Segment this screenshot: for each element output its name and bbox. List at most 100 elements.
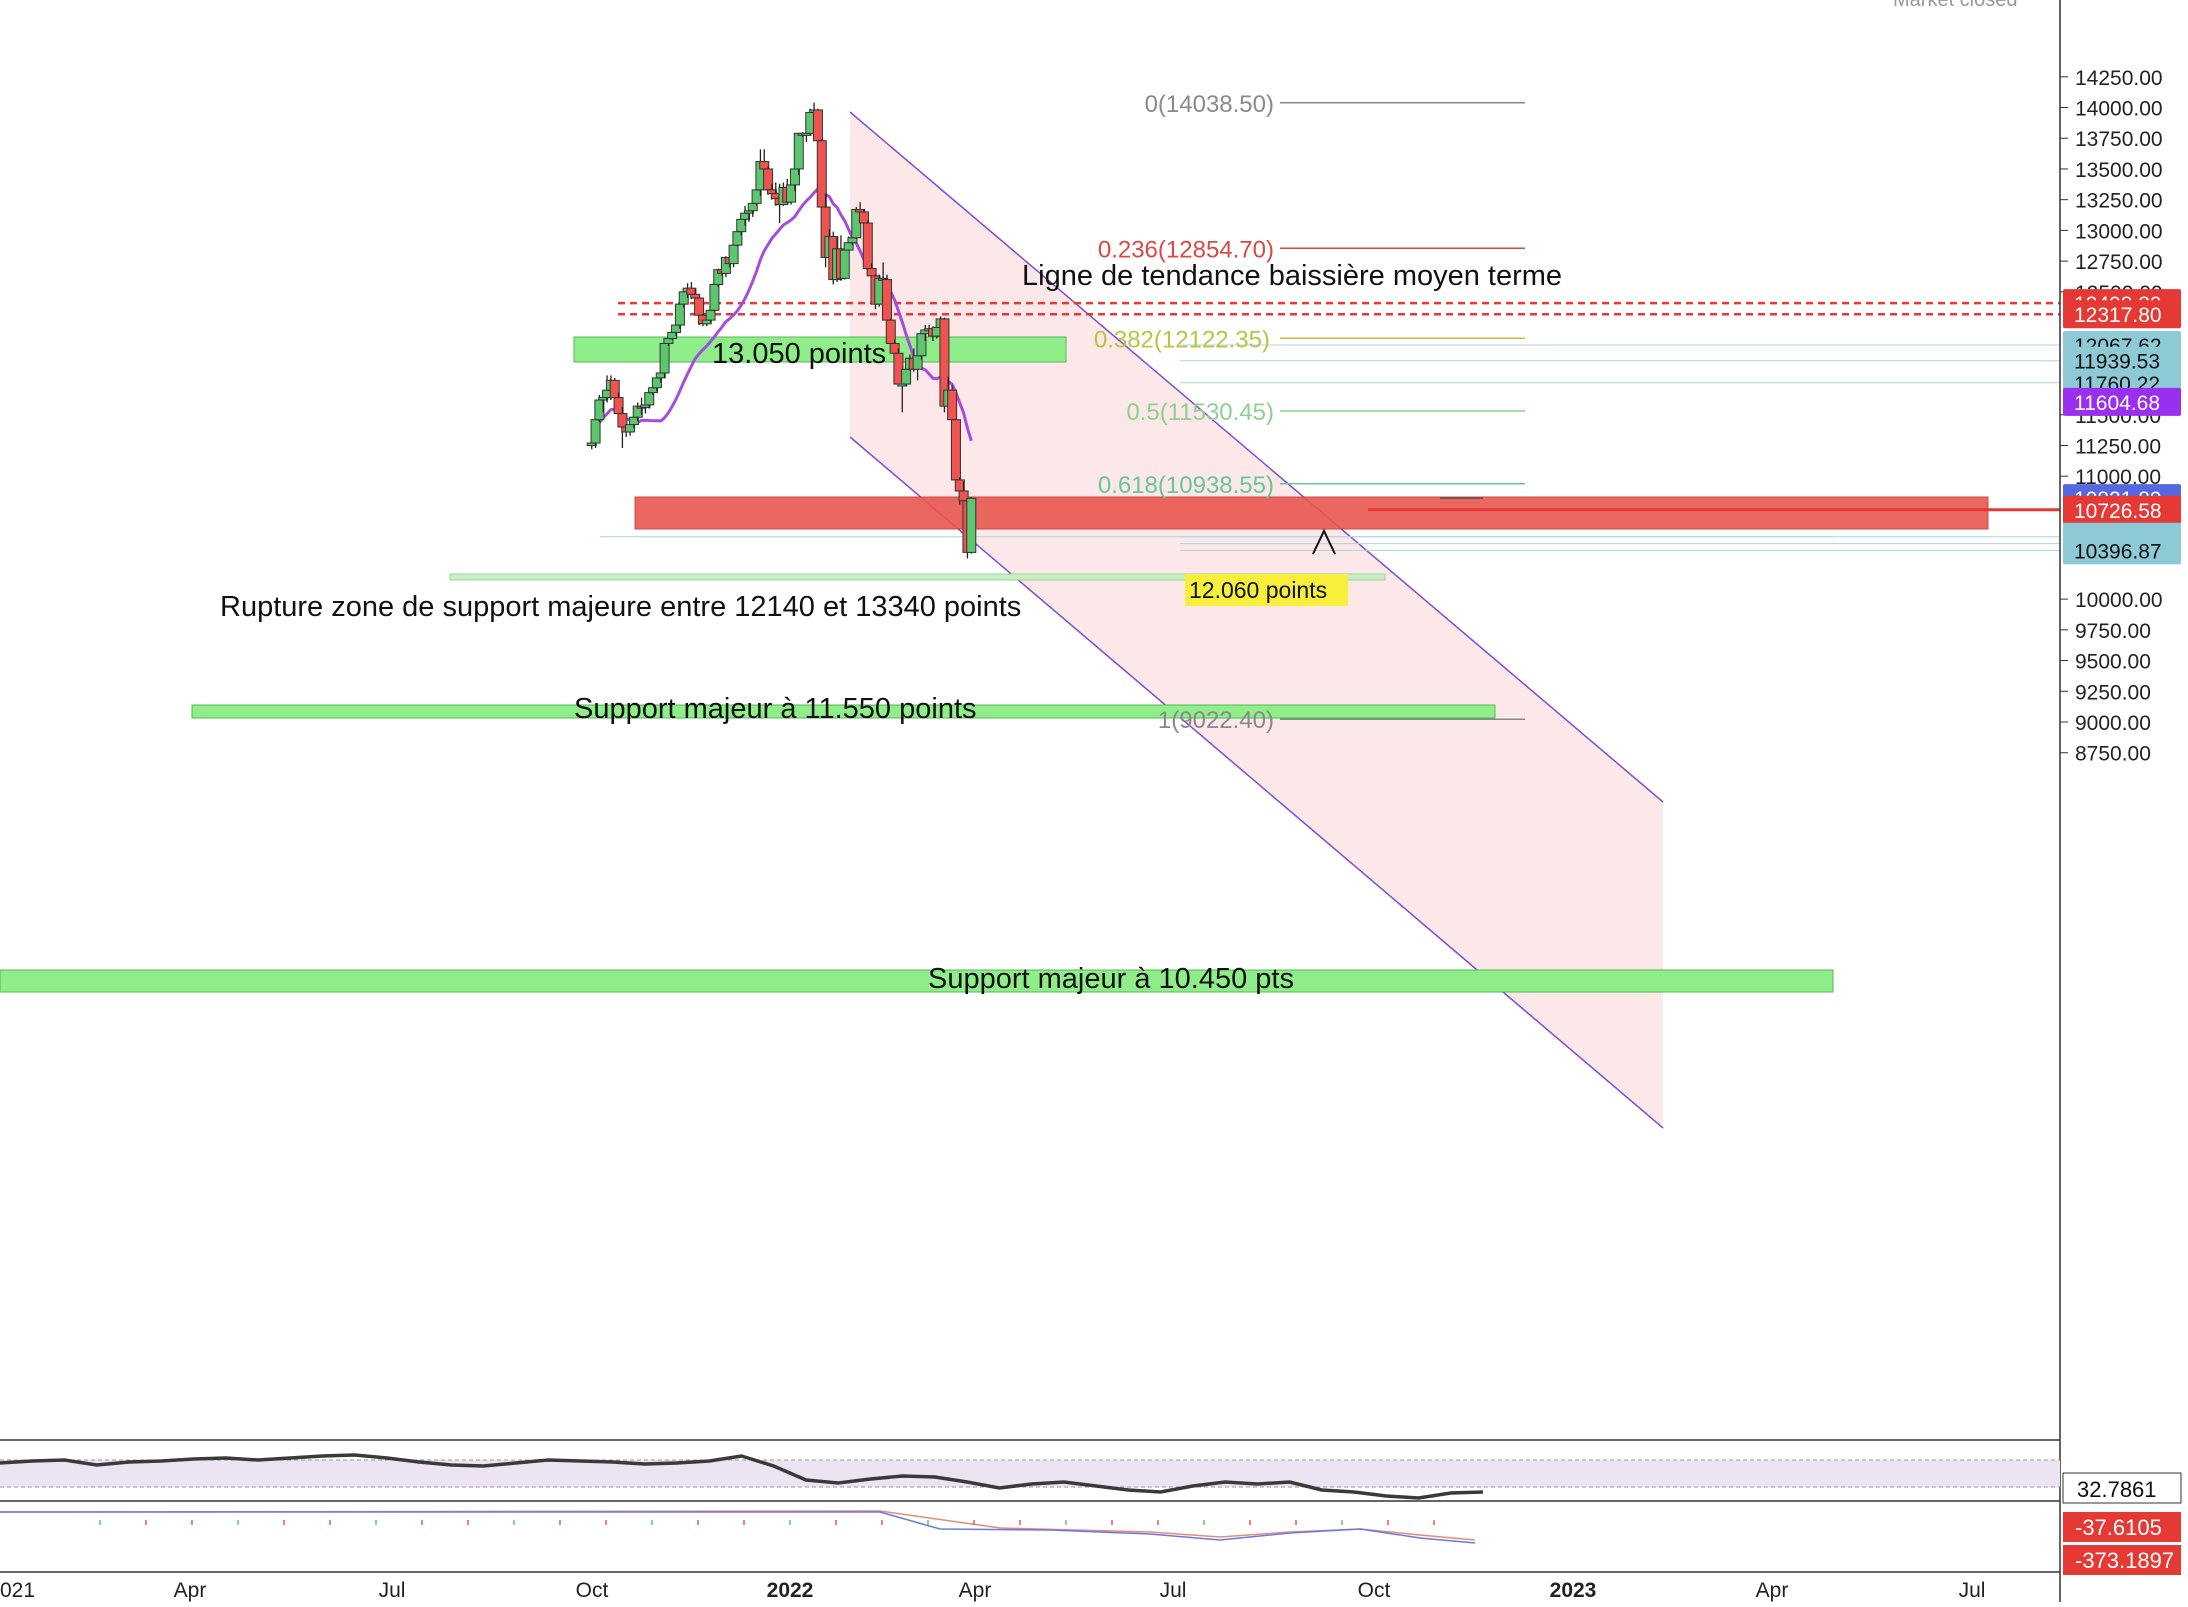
time-axis-label: Apr	[174, 1579, 207, 1602]
price-tick-label: 14250.00	[2075, 67, 2163, 90]
annotation-rupture: Rupture zone de support majeure entre 12…	[220, 591, 1021, 623]
macd-badge-2-text: -373.1897	[2075, 1548, 2174, 1573]
price-badge-bg	[2063, 495, 2181, 524]
zone-12060	[449, 573, 1386, 581]
rsi-line	[0, 1453, 1484, 1500]
zones-layer	[0, 301, 2060, 993]
macd-line	[0, 1511, 1476, 1544]
annotation-12060: 12.060 points	[1189, 577, 1327, 603]
candle-body	[751, 189, 762, 204]
time-axis-label: 021	[0, 1579, 35, 1602]
time-axis-label: Jul	[1959, 1579, 1986, 1602]
fib-label-3: 0.5(11530.45)	[1126, 399, 1274, 426]
price-tick-label: 13250.00	[2075, 190, 2163, 213]
price-tick-label: 13750.00	[2075, 128, 2163, 151]
fib-label-1: 0.236(12854.70)	[1098, 236, 1274, 263]
price-tick-label: 9000.00	[2075, 712, 2151, 735]
candle-body	[690, 293, 701, 299]
candle-body	[663, 338, 674, 344]
price-tick-label: 9500.00	[2075, 651, 2151, 674]
time-axis-label: Jul	[379, 1579, 406, 1602]
fib-label-0: 0(14038.50)	[1145, 91, 1274, 118]
time-axis-label: 2023	[1550, 1579, 1597, 1602]
candle-body	[590, 419, 601, 444]
zone-11550	[191, 704, 1496, 719]
price-tick-label: 9250.00	[2075, 681, 2151, 704]
price-badge-label: 11939.53	[2074, 351, 2160, 374]
fib-label-2: 0.382(12122.35)	[1094, 326, 1270, 353]
downtrend-channel-fill	[850, 112, 1663, 1128]
candle-body	[966, 497, 977, 553]
candle-body	[648, 387, 659, 394]
candle-body	[812, 109, 823, 142]
candle-body	[759, 161, 770, 170]
candle-body	[858, 211, 869, 224]
time-axis-label: Oct	[576, 1579, 609, 1602]
annotation-support-10450: Support majeur à 10.450 pts	[928, 963, 1294, 995]
rsi-badge-bg	[2062, 1472, 2182, 1504]
candle-body	[816, 140, 827, 208]
candle-body	[766, 189, 777, 195]
price-tick-label: 13000.00	[2075, 220, 2163, 243]
macd-badge-2-bg	[2063, 1545, 2181, 1575]
candle-body	[701, 319, 712, 325]
candle-body	[694, 297, 705, 316]
candle-body	[659, 342, 670, 374]
candle-body	[613, 397, 624, 415]
candle-body	[651, 377, 662, 389]
zone-13050	[573, 336, 1067, 363]
candle-body	[901, 368, 912, 385]
price-badge-bg	[2063, 346, 2181, 375]
price-tick-label: 10000.00	[2075, 589, 2163, 612]
candles-layer	[586, 102, 1336, 559]
moving-average-line	[590, 187, 973, 444]
candle-body	[954, 479, 965, 492]
candle-body	[732, 231, 743, 246]
candle-body	[628, 416, 639, 426]
candle-body	[847, 237, 858, 244]
price-badge-label: 11604.68	[2074, 392, 2160, 415]
candle-body	[786, 184, 797, 203]
zone-10450	[0, 969, 1834, 993]
price-axis-bg	[2060, 0, 2188, 1602]
channel-upper-line	[849, 111, 1664, 803]
fib-label-5: 1(9022.40)	[1158, 707, 1274, 734]
candle-body	[667, 331, 678, 340]
time-axis-label: Apr	[1756, 1579, 1789, 1602]
fib-label-4: 0.618(10938.55)	[1098, 472, 1274, 499]
price-tick-label: 14000.00	[2075, 98, 2163, 121]
candle-body	[655, 372, 666, 379]
arrow-marker	[1312, 528, 1336, 555]
candle-body	[947, 389, 958, 421]
price-badge-label: 10726.58	[2074, 500, 2162, 523]
candle-body	[674, 303, 685, 326]
indicators-layer: 32.7861 -37.6105 -373.1897	[0, 1453, 2182, 1575]
price-tick-label: 11250.00	[2075, 435, 2161, 458]
price-tick-label: 9750.00	[2075, 620, 2151, 643]
candle-body	[789, 168, 800, 186]
price-badge-bg	[2063, 536, 2181, 565]
candle-body	[728, 244, 739, 265]
candle-body	[862, 222, 873, 269]
annotation-12060-bg	[1185, 574, 1348, 606]
zone-resistance	[634, 496, 1989, 530]
candle-body	[740, 212, 751, 220]
candle-body	[705, 309, 716, 321]
price-badge-label: 12317.80	[2074, 304, 2162, 327]
candle-body	[747, 202, 758, 212]
price-tick-label: 12750.00	[2075, 251, 2163, 274]
price-badges-layer: 12408.3912317.8012067.6211939.5311760.22…	[2063, 289, 2181, 565]
candle-body	[644, 392, 655, 406]
time-axis-label: Oct	[1358, 1579, 1391, 1602]
price-tick-label: 13500.00	[2075, 159, 2163, 182]
candle-body	[736, 218, 747, 233]
candle-body	[843, 242, 854, 251]
price-tick-label: 8750.00	[2075, 743, 2151, 766]
macd-signal-line	[0, 1510, 1476, 1541]
annotation-support-11550: Support majeur à 11.550 points	[574, 693, 977, 725]
background-layer	[849, 111, 1664, 1129]
macd-badge-1-text: -37.6105	[2075, 1515, 2162, 1540]
time-axis-label: Jul	[1160, 1579, 1187, 1602]
price-badge-bg	[2063, 300, 2181, 329]
